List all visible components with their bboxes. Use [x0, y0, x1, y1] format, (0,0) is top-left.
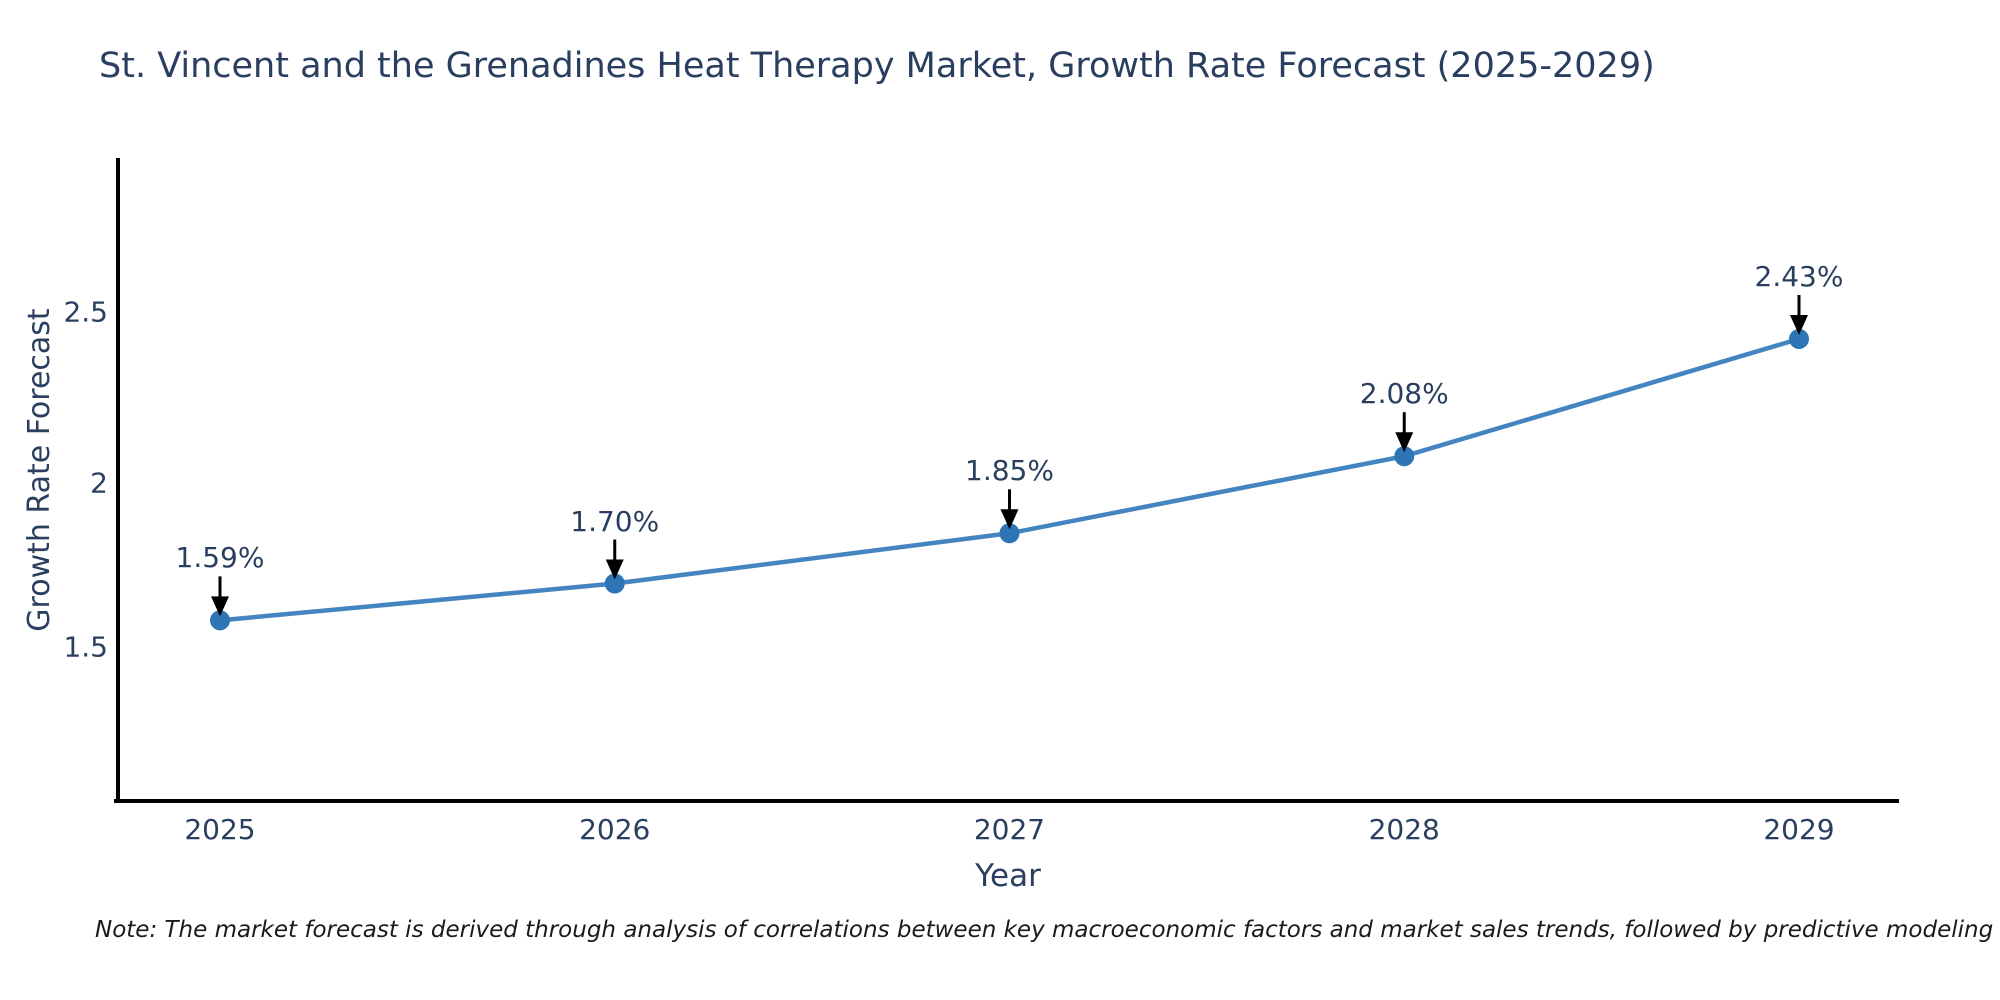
x-tick-label: 2027: [973, 813, 1046, 846]
y-tick-label: 1.5: [63, 630, 108, 664]
point-label: 1.70%: [570, 504, 660, 538]
point-label: 1.85%: [965, 454, 1054, 488]
footnote: Note: The market forecast is derived thr…: [95, 917, 2000, 943]
point-label: 2.43%: [1754, 259, 1844, 293]
y-tick-label: 2.5: [63, 295, 108, 329]
x-tick-label: 2028: [1368, 813, 1440, 846]
chart-title: St. Vincent and the Grenadines Heat Ther…: [99, 46, 1655, 86]
x-tick-label: 2026: [579, 813, 651, 846]
x-tick-label: 2025: [184, 813, 256, 846]
x-tick-label: 2029: [1763, 813, 1835, 846]
point-label: 2.08%: [1359, 377, 1449, 411]
y-axis-spine: [116, 158, 120, 803]
point-label: 1.59%: [175, 541, 265, 575]
x-axis-spine: [114, 799, 1899, 803]
x-axis-title: Year: [975, 858, 1041, 894]
y-tick-label: 2: [90, 466, 108, 500]
